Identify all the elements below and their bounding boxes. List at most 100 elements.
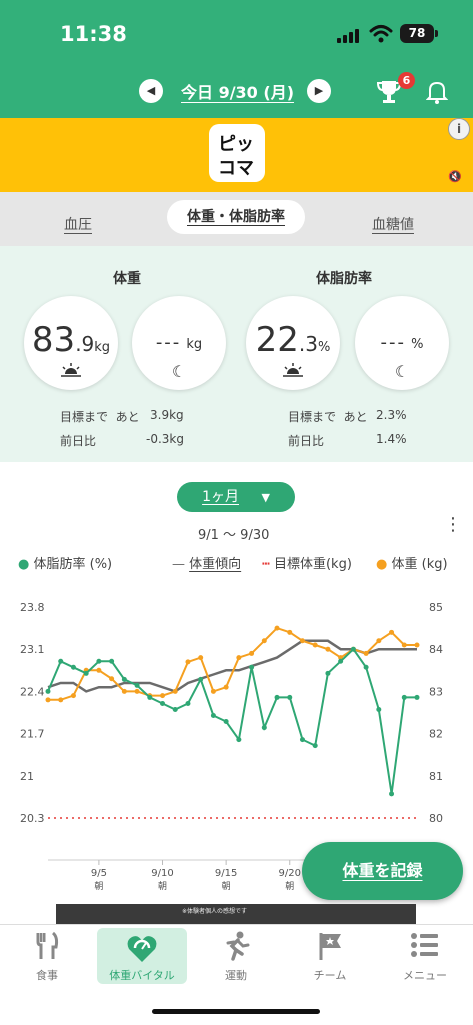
trophy-badge: 6 bbox=[398, 72, 415, 89]
series-bodyfat-point bbox=[210, 713, 216, 719]
legend-goal[interactable]: ┅ 目標体重(kg) bbox=[262, 557, 352, 572]
ad-logo-line1: ピッ bbox=[218, 134, 254, 155]
series-bodyfat-point bbox=[58, 658, 64, 664]
runner-icon bbox=[189, 931, 283, 967]
sunrise-icon bbox=[24, 362, 118, 381]
weight-prev-value: -0.3kg bbox=[146, 432, 184, 446]
series-bodyfat-point bbox=[389, 791, 395, 797]
battery-icon: 78 bbox=[400, 24, 434, 43]
weight-morning-circle[interactable]: 83.9kg bbox=[24, 296, 118, 390]
vital-tabs: 血圧 体重・体脂肪率 血糖値 bbox=[0, 192, 473, 246]
series-weight-point bbox=[185, 659, 191, 665]
period-label: 1ヶ月 bbox=[202, 489, 239, 505]
x-tick-sublabel: 朝 bbox=[158, 881, 167, 890]
weight-unit: kg bbox=[94, 340, 111, 355]
x-tick-sublabel: 朝 bbox=[94, 881, 103, 890]
series-weight-point bbox=[172, 688, 178, 694]
x-tick-label: 9/20 bbox=[279, 868, 301, 879]
series-bodyfat-point bbox=[414, 694, 420, 700]
body-fat-title: 体脂肪率 bbox=[316, 271, 372, 287]
weight-evening-unit: kg bbox=[186, 337, 203, 352]
battery-nub bbox=[435, 30, 438, 37]
bodyfat-evening-circle[interactable]: --- % ☾ bbox=[355, 296, 449, 390]
record-weight-button[interactable]: 体重を記録 bbox=[302, 842, 463, 900]
weight-chart[interactable]: 23.8 23.1 22.4 21.7 21 20.3 85 84 83 82 81 80 9/5 朝 9/… bbox=[0, 590, 473, 890]
weight-evening-circle[interactable]: --- kg ☾ bbox=[132, 296, 226, 390]
nav-meal[interactable]: 食事 bbox=[0, 925, 94, 985]
series-bodyfat-point bbox=[160, 700, 166, 706]
series-bodyfat-point bbox=[45, 688, 51, 694]
nav-menu[interactable]: メニュー bbox=[378, 925, 472, 985]
series-bodyfat-point bbox=[185, 700, 191, 706]
y-left-tick-label: 23.8 bbox=[20, 601, 45, 614]
bodyfat-evening-unit: % bbox=[411, 337, 424, 352]
legend-weight[interactable]: ● 体重 (kg) bbox=[376, 557, 448, 572]
app-header bbox=[0, 0, 473, 118]
next-day-button[interactable]: ▶ bbox=[307, 79, 331, 103]
flag-icon bbox=[283, 931, 377, 967]
series-weight-point bbox=[121, 688, 127, 694]
ad-mute-icon[interactable]: 🔇 bbox=[448, 170, 462, 183]
series-weight-point bbox=[249, 650, 255, 656]
y-right-tick-label: 80 bbox=[429, 812, 443, 825]
series-bodyfat-point bbox=[401, 694, 407, 700]
ad-strip-text: ※体験者個人の感想です bbox=[182, 908, 248, 915]
nav-exercise[interactable]: 運動 bbox=[189, 925, 283, 985]
more-options-icon[interactable]: ⋮ bbox=[444, 514, 462, 535]
heart-scale-icon bbox=[97, 934, 187, 970]
tab-blood-pressure[interactable]: 血圧 bbox=[64, 217, 92, 233]
period-selector[interactable]: 1ヶ月 ▼ bbox=[177, 482, 295, 512]
series-bodyfat-point bbox=[109, 658, 115, 664]
x-tick-sublabel: 朝 bbox=[285, 881, 294, 890]
series-weight-point bbox=[109, 676, 115, 682]
weight-morning-dec: .9 bbox=[75, 332, 95, 356]
series-bodyfat-point bbox=[274, 694, 280, 700]
bodyfat-morning-dec: .3 bbox=[298, 332, 318, 356]
series-weight-point bbox=[198, 655, 204, 661]
legend-bodyfat[interactable]: ● 体脂肪率 (%) bbox=[18, 557, 113, 572]
series-bodyfat-point bbox=[299, 737, 305, 743]
tab-blood-glucose[interactable]: 血糖値 bbox=[372, 217, 414, 233]
y-left-tick-label: 21.7 bbox=[20, 728, 45, 741]
cell-signal-icon bbox=[337, 27, 361, 43]
series-weight-point bbox=[45, 697, 51, 703]
series-bodyfat-point bbox=[147, 694, 153, 700]
series-bodyfat-point bbox=[287, 694, 293, 700]
y-right-tick-label: 81 bbox=[429, 770, 443, 783]
bell-icon[interactable] bbox=[426, 79, 448, 105]
x-tick-label: 9/5 bbox=[91, 868, 107, 879]
home-indicator bbox=[152, 1009, 320, 1014]
series-bodyfat-point bbox=[83, 670, 89, 676]
series-weight-point bbox=[363, 650, 369, 656]
bodyfat-prev-label: 前日比 bbox=[288, 434, 325, 448]
weight-evening-value: --- bbox=[155, 332, 182, 353]
weight-goal-value: 3.9kg bbox=[150, 408, 184, 422]
series-weight-point bbox=[70, 693, 76, 699]
trophy-icon[interactable] bbox=[376, 78, 402, 106]
date-label[interactable]: 今日 9/30 (月) bbox=[181, 83, 295, 102]
sunrise-icon bbox=[246, 362, 340, 381]
series-bodyfat-point bbox=[70, 664, 76, 670]
series-weight-point bbox=[261, 638, 267, 644]
nav-team[interactable]: チーム bbox=[283, 925, 377, 985]
series-bodyfat-point bbox=[198, 676, 204, 682]
prev-day-button[interactable]: ◀ bbox=[139, 79, 163, 103]
nav-weight-vital[interactable]: 体重バイタル bbox=[97, 928, 187, 984]
x-tick-sublabel: 朝 bbox=[222, 881, 231, 890]
tab-weight-bodyfat[interactable]: 体重・体脂肪率 bbox=[167, 200, 305, 234]
ad-strip[interactable] bbox=[56, 904, 416, 926]
ad-info-icon[interactable]: i bbox=[448, 118, 470, 140]
series-bodyfat-point bbox=[312, 743, 318, 749]
legend-trend[interactable]: — 体重傾向 bbox=[172, 557, 242, 572]
bodyfat-goal-value: 2.3% bbox=[376, 408, 407, 422]
y-right-tick-label: 82 bbox=[429, 728, 443, 741]
bodyfat-morning-circle[interactable]: 22.3% bbox=[246, 296, 340, 390]
ad-logo[interactable]: ピッ コマ bbox=[209, 124, 265, 182]
series-trend-line bbox=[47, 639, 417, 693]
series-bodyfat-point bbox=[338, 658, 344, 664]
menu-icon bbox=[378, 931, 472, 965]
chevron-down-icon: ▼ bbox=[261, 491, 270, 504]
series-bodyfat-point bbox=[223, 719, 229, 725]
series-bodyfat-point bbox=[172, 706, 178, 712]
weight-prev-label: 前日比 bbox=[60, 434, 97, 448]
